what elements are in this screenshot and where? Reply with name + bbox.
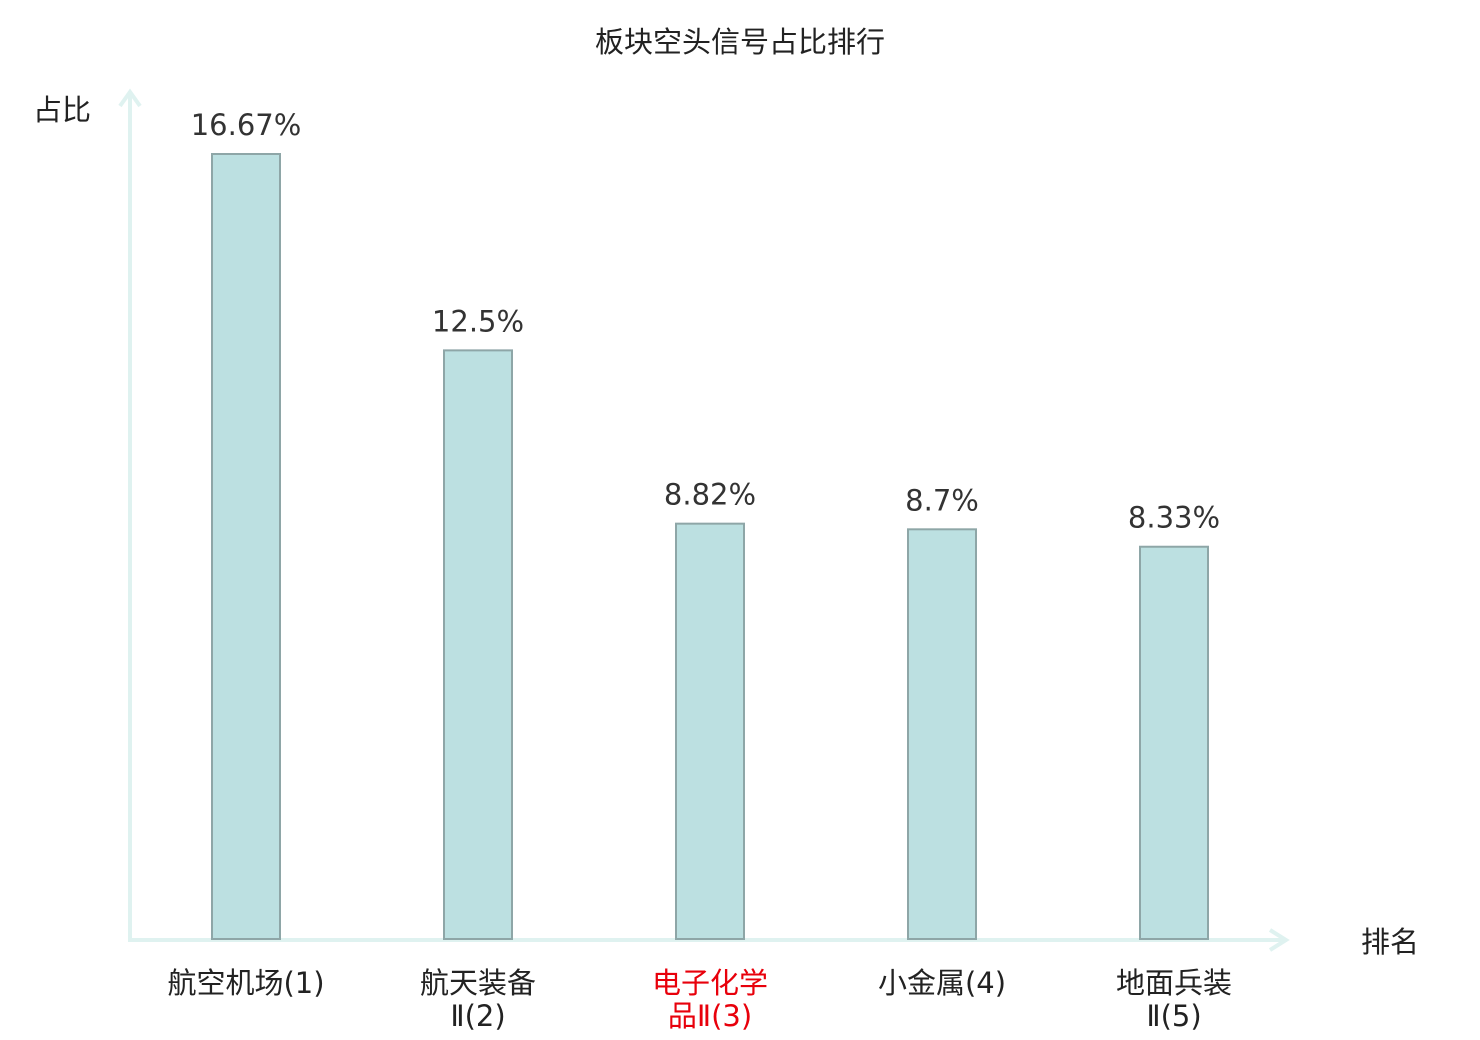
bar-value-label: 8.82% — [664, 478, 756, 512]
bar — [675, 522, 745, 940]
bar — [211, 153, 281, 940]
bar-value-label: 12.5% — [432, 304, 524, 338]
x-tick-label: Ⅱ(2) — [450, 999, 505, 1033]
y-axis-label: 占比 — [33, 93, 91, 127]
chart-title: 板块空头信号占比排行 — [595, 25, 885, 59]
bar-value-label: 16.67% — [191, 108, 302, 142]
bar — [1139, 545, 1209, 941]
x-tick-label: 航空机场(1) — [167, 966, 324, 1000]
bar-value-label: 8.7% — [905, 483, 979, 517]
x-tick-label: Ⅱ(5) — [1146, 999, 1201, 1033]
x-tick-label: 品Ⅱ(3) — [668, 999, 752, 1033]
x-axis-label: 排名 — [1361, 925, 1419, 959]
x-tick-label: 小金属(4) — [878, 966, 1006, 1000]
x-tick-label: 航天装备 — [420, 966, 536, 1000]
bars-group — [211, 153, 1209, 941]
bar — [907, 528, 977, 940]
bar-value-label: 8.33% — [1128, 501, 1220, 535]
y-axis — [118, 88, 142, 940]
x-tick-label: 电子化学 — [652, 966, 768, 1000]
value-labels-group: 16.67% 12.5% 8.82% 8.7% 8.33% — [191, 108, 1220, 535]
x-tick-label: 地面兵装 — [1116, 966, 1232, 1000]
bar — [443, 349, 513, 940]
